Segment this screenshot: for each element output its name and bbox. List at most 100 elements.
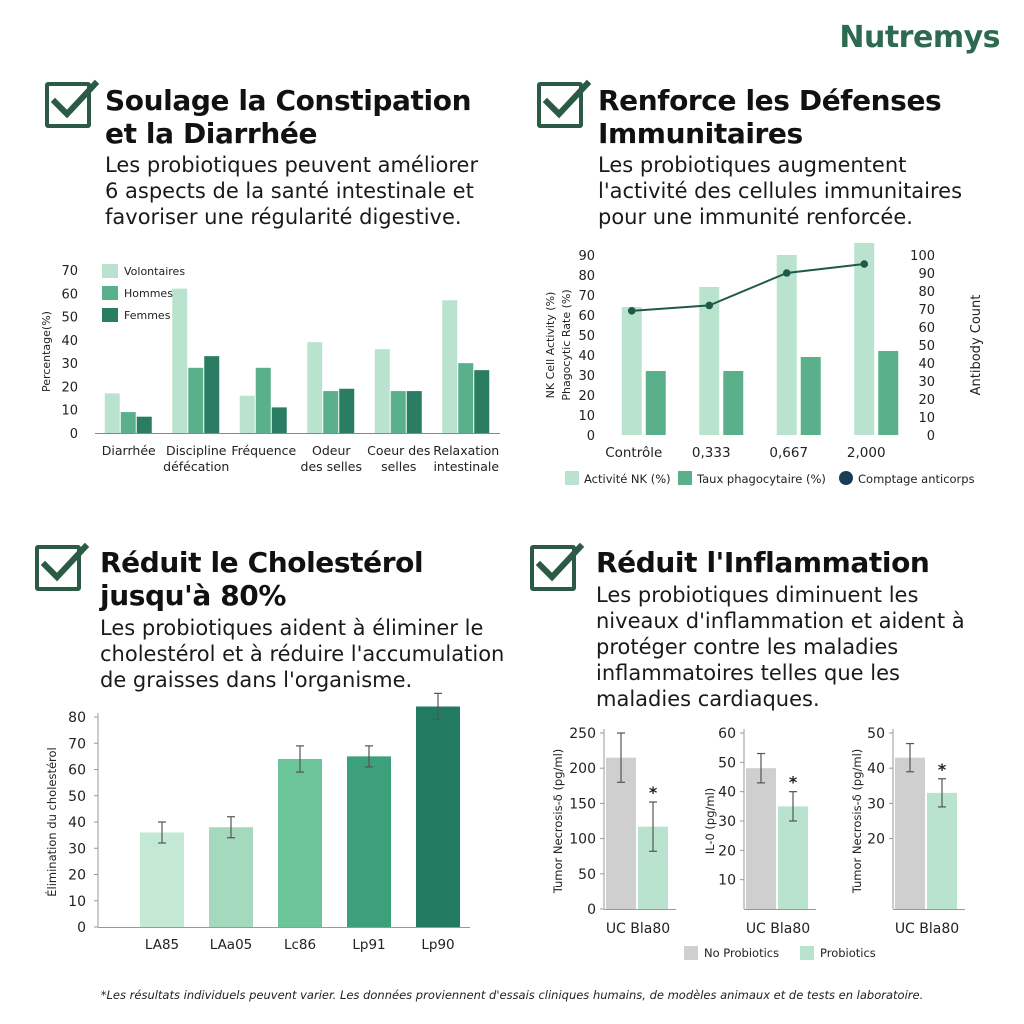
x-tick-label: selles (381, 459, 416, 474)
bar (645, 371, 666, 435)
bar (442, 300, 458, 433)
panel-3-title-line: Réduit le Cholestérol (100, 546, 424, 579)
checkmark-stroke (40, 542, 90, 582)
gut-health-chart: 0 10 20 30 40 50 60 70 Percentage(%) Diarrhée Disc… (40, 264, 500, 474)
checkbox-icon (35, 542, 90, 591)
y2-tick-label: 60 (918, 321, 935, 336)
bar (416, 706, 460, 927)
checkmark-stroke (542, 79, 592, 119)
x-tick-label: Lp91 (352, 937, 385, 953)
x-tick-label: des selles (301, 459, 362, 474)
panel-4-desc-line: Les probiotiques diminuent les (596, 583, 919, 607)
bar (140, 832, 184, 927)
bar (878, 351, 899, 435)
panel-4-title: Réduit l'Inflammation (596, 546, 930, 579)
legend-label: Hommes (124, 287, 173, 300)
cholesterol-chart: 0 10 20 30 40 50 60 70 80 Élimination du cholesté… (44, 692, 470, 953)
tnf-chart-1: 0 50 100 150 200 250 Tumor Necrosis-δ (pg/ml) *… (551, 726, 676, 937)
y-tick-label: 100 (569, 832, 596, 848)
y-tick-label: 30 (68, 841, 86, 857)
x-tick-label: Diarrhée (102, 443, 156, 458)
x-tick-label: LA85 (145, 937, 179, 953)
y-axis-label: Élimination du cholestérol (44, 747, 59, 897)
bar (621, 307, 642, 435)
y-tick-label: 90 (578, 249, 595, 264)
y-tick-label: 40 (718, 785, 736, 801)
bar (209, 827, 253, 927)
y-tick-label: 50 (61, 311, 78, 326)
line-point (705, 301, 714, 310)
bar (278, 759, 322, 927)
y2-tick-label: 50 (918, 339, 935, 354)
panel-3-desc-line: de graisses dans l'organisme. (100, 668, 413, 692)
checkmark-stroke (50, 79, 100, 119)
y-tick-label: 250 (569, 726, 596, 742)
y-tick-label: 0 (70, 427, 78, 442)
checkmark-icon (50, 79, 100, 119)
y-tick-label: 70 (61, 264, 78, 279)
y-tick-label: 20 (578, 389, 595, 404)
bar (120, 412, 136, 433)
y-tick-label: 200 (569, 761, 596, 777)
bar (339, 388, 355, 433)
panel-3-title: Réduit le Cholestérol jusqu'à 80% (100, 546, 424, 612)
panel-2-desc-line: Les probiotiques augmentent (598, 153, 907, 177)
bar (347, 756, 391, 927)
significance-mark: * (789, 773, 798, 792)
x-tick-label: Relaxation (433, 443, 499, 458)
y-axis-label: Percentage(%) (40, 311, 53, 392)
legend-label: Taux phagocytaire (%) (696, 472, 826, 486)
x-tick-label: Discipline (166, 443, 227, 458)
legend-marker (839, 471, 853, 485)
legend-swatch (102, 308, 118, 322)
y-tick-label: 150 (569, 796, 596, 812)
y-tick-label: 10 (68, 894, 86, 910)
x-tick-label: intestinale (433, 459, 499, 474)
y-tick-label: 40 (867, 761, 885, 777)
y-tick-label: 40 (68, 815, 86, 831)
y-tick-label: 50 (578, 867, 596, 883)
bar (136, 416, 152, 433)
panel-1-desc-line: Les probiotiques peuvent améliorer (105, 153, 479, 177)
checkmark-icon (542, 79, 592, 119)
y2-tick-label: 40 (918, 357, 935, 372)
y-tick-label: 0 (587, 902, 596, 918)
bar (406, 391, 422, 433)
y-tick-label: 30 (867, 796, 885, 812)
panel-2-title: Renforce les Défenses Immunitaires (598, 84, 942, 150)
panel-1-title: Soulage la Constipation et la Diarrhée (105, 84, 472, 150)
bar (104, 393, 120, 433)
panel-2-desc-line: pour une immunité renforcée. (598, 205, 913, 229)
line-point (860, 260, 869, 268)
panel-2-desc-line: l'activité des cellules immunitaires (598, 179, 963, 203)
legend-label: Femmes (124, 309, 171, 322)
y-tick-label: 80 (68, 710, 86, 726)
y-tick-label: 10 (61, 404, 78, 419)
y2-tick-label: 70 (918, 303, 935, 318)
y-tick-label: 20 (61, 380, 78, 395)
legend-swatch (565, 471, 579, 485)
panel-2-description: Les probiotiques augmentent l'activité d… (598, 152, 962, 230)
y-tick-label: 40 (61, 334, 78, 349)
bar (895, 757, 925, 909)
y-tick-label: 60 (578, 309, 595, 324)
panel-1-title-line: et la Diarrhée (105, 117, 318, 150)
panel-1-desc-line: favoriser une régularité digestive. (105, 205, 462, 229)
panel-3-desc-line: cholestérol et à réduire l'accumulation (100, 642, 505, 666)
y2-tick-label: 30 (918, 375, 935, 390)
bar (255, 367, 271, 433)
y-tick-label: 20 (718, 843, 736, 859)
y-tick-label: 30 (718, 814, 736, 830)
x-tick-label: 2,000 (847, 445, 886, 461)
panel-1-desc-line: 6 aspects de la santé intestinale et (105, 179, 474, 203)
checkbox-icon (530, 542, 585, 591)
x-tick-label: Fréquence (231, 443, 296, 458)
y-tick-label: 40 (578, 349, 595, 364)
y-axis-label: Tumor Necrosis-δ (pg/ml) (850, 749, 864, 895)
x-tick-label: Lp90 (421, 937, 454, 953)
x-tick-label: Odeur (312, 443, 351, 458)
bar (374, 349, 390, 433)
panel-4-desc-line: niveaux d'inflammation et aident à (596, 609, 965, 633)
brand-logo: Nutremys (839, 20, 1000, 55)
x-tick-label: UC Bla80 (746, 921, 810, 937)
